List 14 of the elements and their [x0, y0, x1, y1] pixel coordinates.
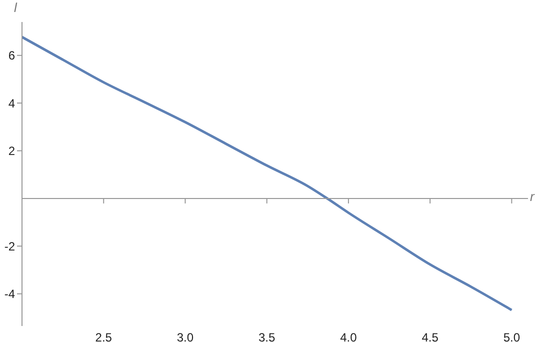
y-tick-label: 4 — [8, 96, 16, 110]
x-tick-label: 4.0 — [340, 330, 358, 342]
y-tick-label: -2 — [4, 239, 16, 254]
x-tick-label: 3.5 — [258, 330, 276, 342]
x-axis-title: r — [530, 189, 534, 204]
x-tick-label: 3.0 — [176, 330, 194, 342]
x-tick-label: 5.0 — [503, 330, 520, 342]
x-tick-label: 2.5 — [95, 330, 112, 342]
y-tick-label: 2 — [8, 144, 16, 158]
y-tick-label: 6 — [8, 48, 16, 63]
y-tick-label: -4 — [4, 287, 16, 302]
y-axis-title: l — [14, 0, 17, 15]
line-series — [22, 36, 513, 312]
x-tick-label: 4.5 — [422, 330, 439, 342]
